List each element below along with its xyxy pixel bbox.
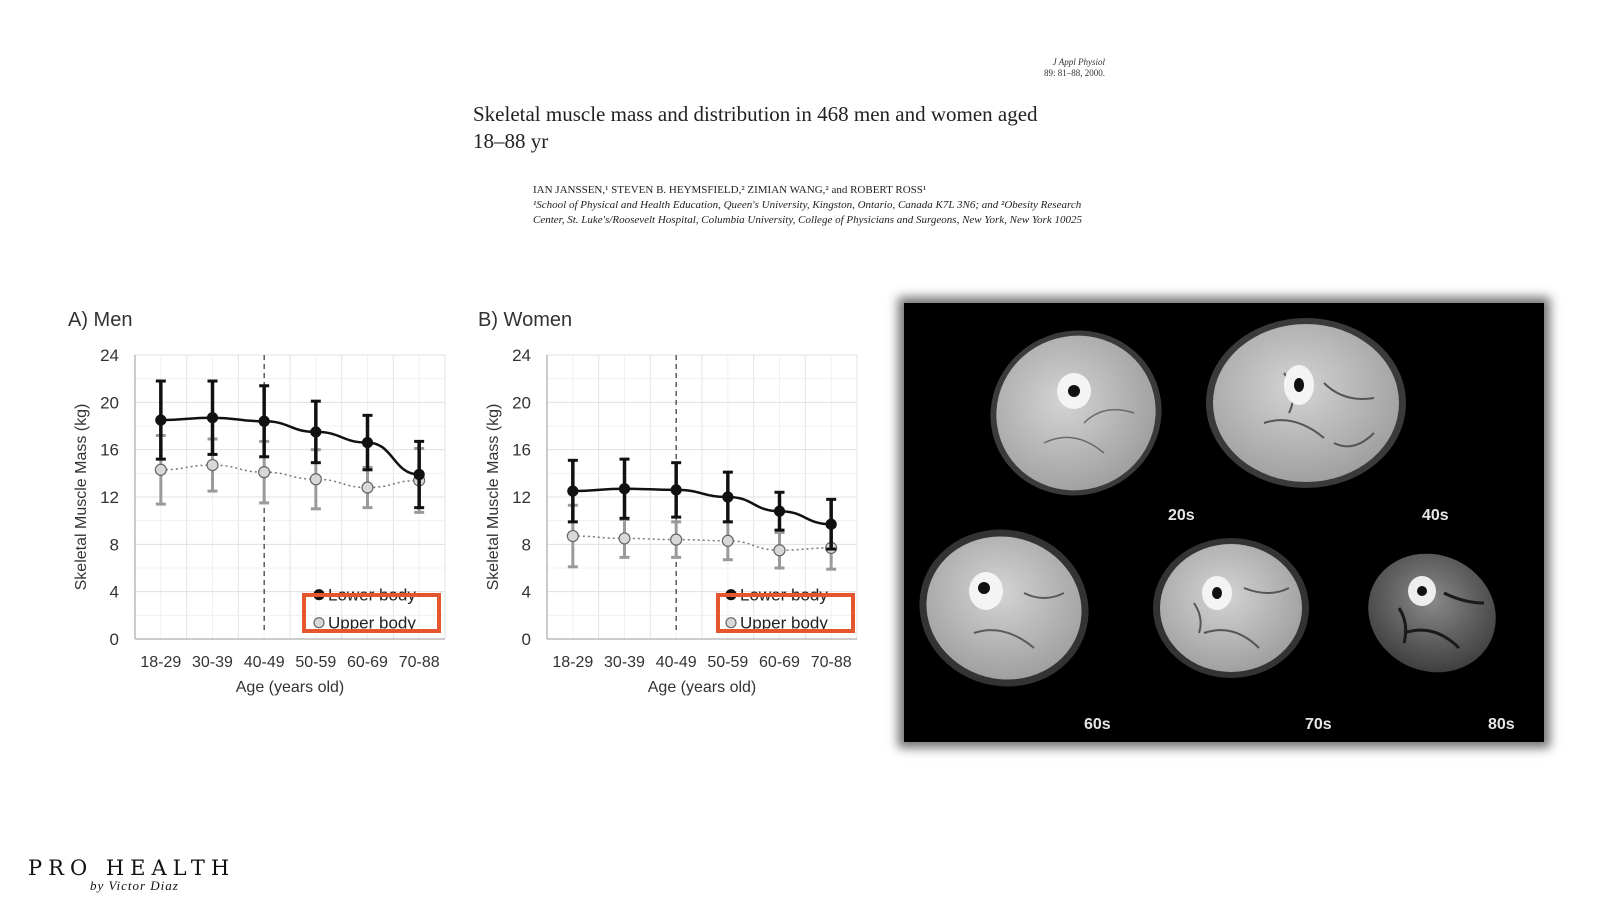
ct-thigh-70s [1153,538,1309,678]
legend-upper-body-marker [313,617,325,629]
lower-body-point [258,415,270,427]
x-tick-label: 50-59 [295,654,336,671]
upper-body-point [154,463,167,476]
upper-body-point [361,481,374,494]
ct-scan-image [919,318,1496,687]
x-tick-label: 70-88 [811,654,852,671]
paper-authors-block: IAN JANSSEN,¹ STEVEN B. HEYMSFIELD,² ZIM… [533,183,1103,228]
lower-body-point [310,426,322,438]
paper-affiliation: ¹School of Physical and Health Education… [533,199,1082,226]
journal-citation: J Appl Physiol 89: 81–88, 2000. [1044,57,1105,79]
legend-highlight-women [716,593,855,633]
legend-upper-body-label: Upper body [328,614,416,633]
ct-label-40s: 40s [1422,507,1449,524]
brand-logo: PRO HEALTH by Victor Diaz [28,856,235,894]
ct-label-20s: 20s [1168,507,1195,524]
x-tick-label: 70-88 [399,654,440,671]
y-tick-label: 12 [512,488,531,507]
x-tick-label: 30-39 [604,654,645,671]
y-tick-label: 4 [522,583,531,602]
x-axis-title: Age (years old) [648,679,757,696]
upper-body-point [258,466,271,479]
ct-label-70s: 70s [1305,716,1332,733]
upper-body-point [773,544,786,557]
ct-thigh-80s [1368,553,1496,673]
ct-thigh-20s [990,330,1162,496]
journal-name: J Appl Physiol [1052,57,1105,67]
y-tick-label: 12 [100,488,119,507]
upper-body-point [206,458,219,472]
chart-women-title: B) Women [478,309,573,331]
journal-volume: 89: 81–88, 2000. [1043,68,1105,78]
y-tick-label: 0 [110,630,119,649]
x-tick-label: 60-69 [759,654,800,671]
y-tick-label: 8 [522,535,531,554]
lower-body-point [413,468,425,481]
chart-men-title: A) Men [68,309,133,331]
ct-thigh-40s [1206,318,1406,488]
upper-body-point [566,529,579,543]
lower-body-point [825,518,837,530]
upper-body-point [309,473,322,486]
y-tick-label: 24 [512,346,531,365]
paper-authors: IAN JANSSEN,¹ STEVEN B. HEYMSFIELD,² ZIM… [533,184,927,196]
legend-upper-body-label: Upper body [740,614,828,633]
upper-body-point [618,532,631,545]
lower-body-point [722,491,734,503]
x-tick-label: 18-29 [552,654,593,671]
lower-body-point [567,485,579,497]
paper-title: Skeletal muscle mass and distribution in… [473,102,1038,153]
ct-label-60s: 60s [1084,716,1111,733]
lower-body-point [361,436,374,449]
brand-byline: by Victor Diaz [90,878,179,893]
lower-body-point [206,412,219,424]
ct-thigh-60s [919,529,1089,687]
x-tick-label: 60-69 [347,654,388,671]
brand-name: PRO HEALTH [28,856,236,880]
chart-women: 0 4 8 12 16 20 24 18-29 30-39 40-49 50-59 60-69 70-8… [485,346,858,696]
ct-scan-panel: 20s 40s 60s 70s 80s [904,303,1544,742]
lower-body-point [773,505,786,517]
x-tick-label: 40-49 [244,654,285,671]
legend-highlight-men [302,593,441,633]
y-tick-label: 8 [110,535,119,554]
upper-body-point [721,534,734,547]
lower-body-point [618,483,631,495]
y-tick-label: 20 [100,393,119,412]
x-tick-label: 50-59 [707,654,748,671]
upper-body-point [670,533,683,546]
lower-body-point [155,414,167,426]
chart-men: 0 4 8 12 16 20 24 18-29 30-39 40-49 50-59 60-69 70-8… [73,346,446,696]
x-tick-label: 40-49 [656,654,697,671]
y-tick-label: 16 [512,441,531,460]
x-tick-label: 18-29 [140,654,181,671]
y-tick-label: 16 [100,441,119,460]
y-tick-label: 24 [100,346,119,365]
y-tick-label: 0 [522,630,531,649]
x-axis-title: Age (years old) [236,679,345,696]
legend-upper-body-marker [725,617,737,629]
x-tick-label: 30-39 [192,654,233,671]
y-axis-title: Skeletal Muscle Mass (kg) [485,404,502,591]
y-axis-title: Skeletal Muscle Mass (kg) [73,404,90,591]
y-tick-label: 20 [512,393,531,412]
lower-body-point [670,484,682,496]
y-tick-label: 4 [110,583,119,602]
ct-label-80s: 80s [1488,716,1515,733]
